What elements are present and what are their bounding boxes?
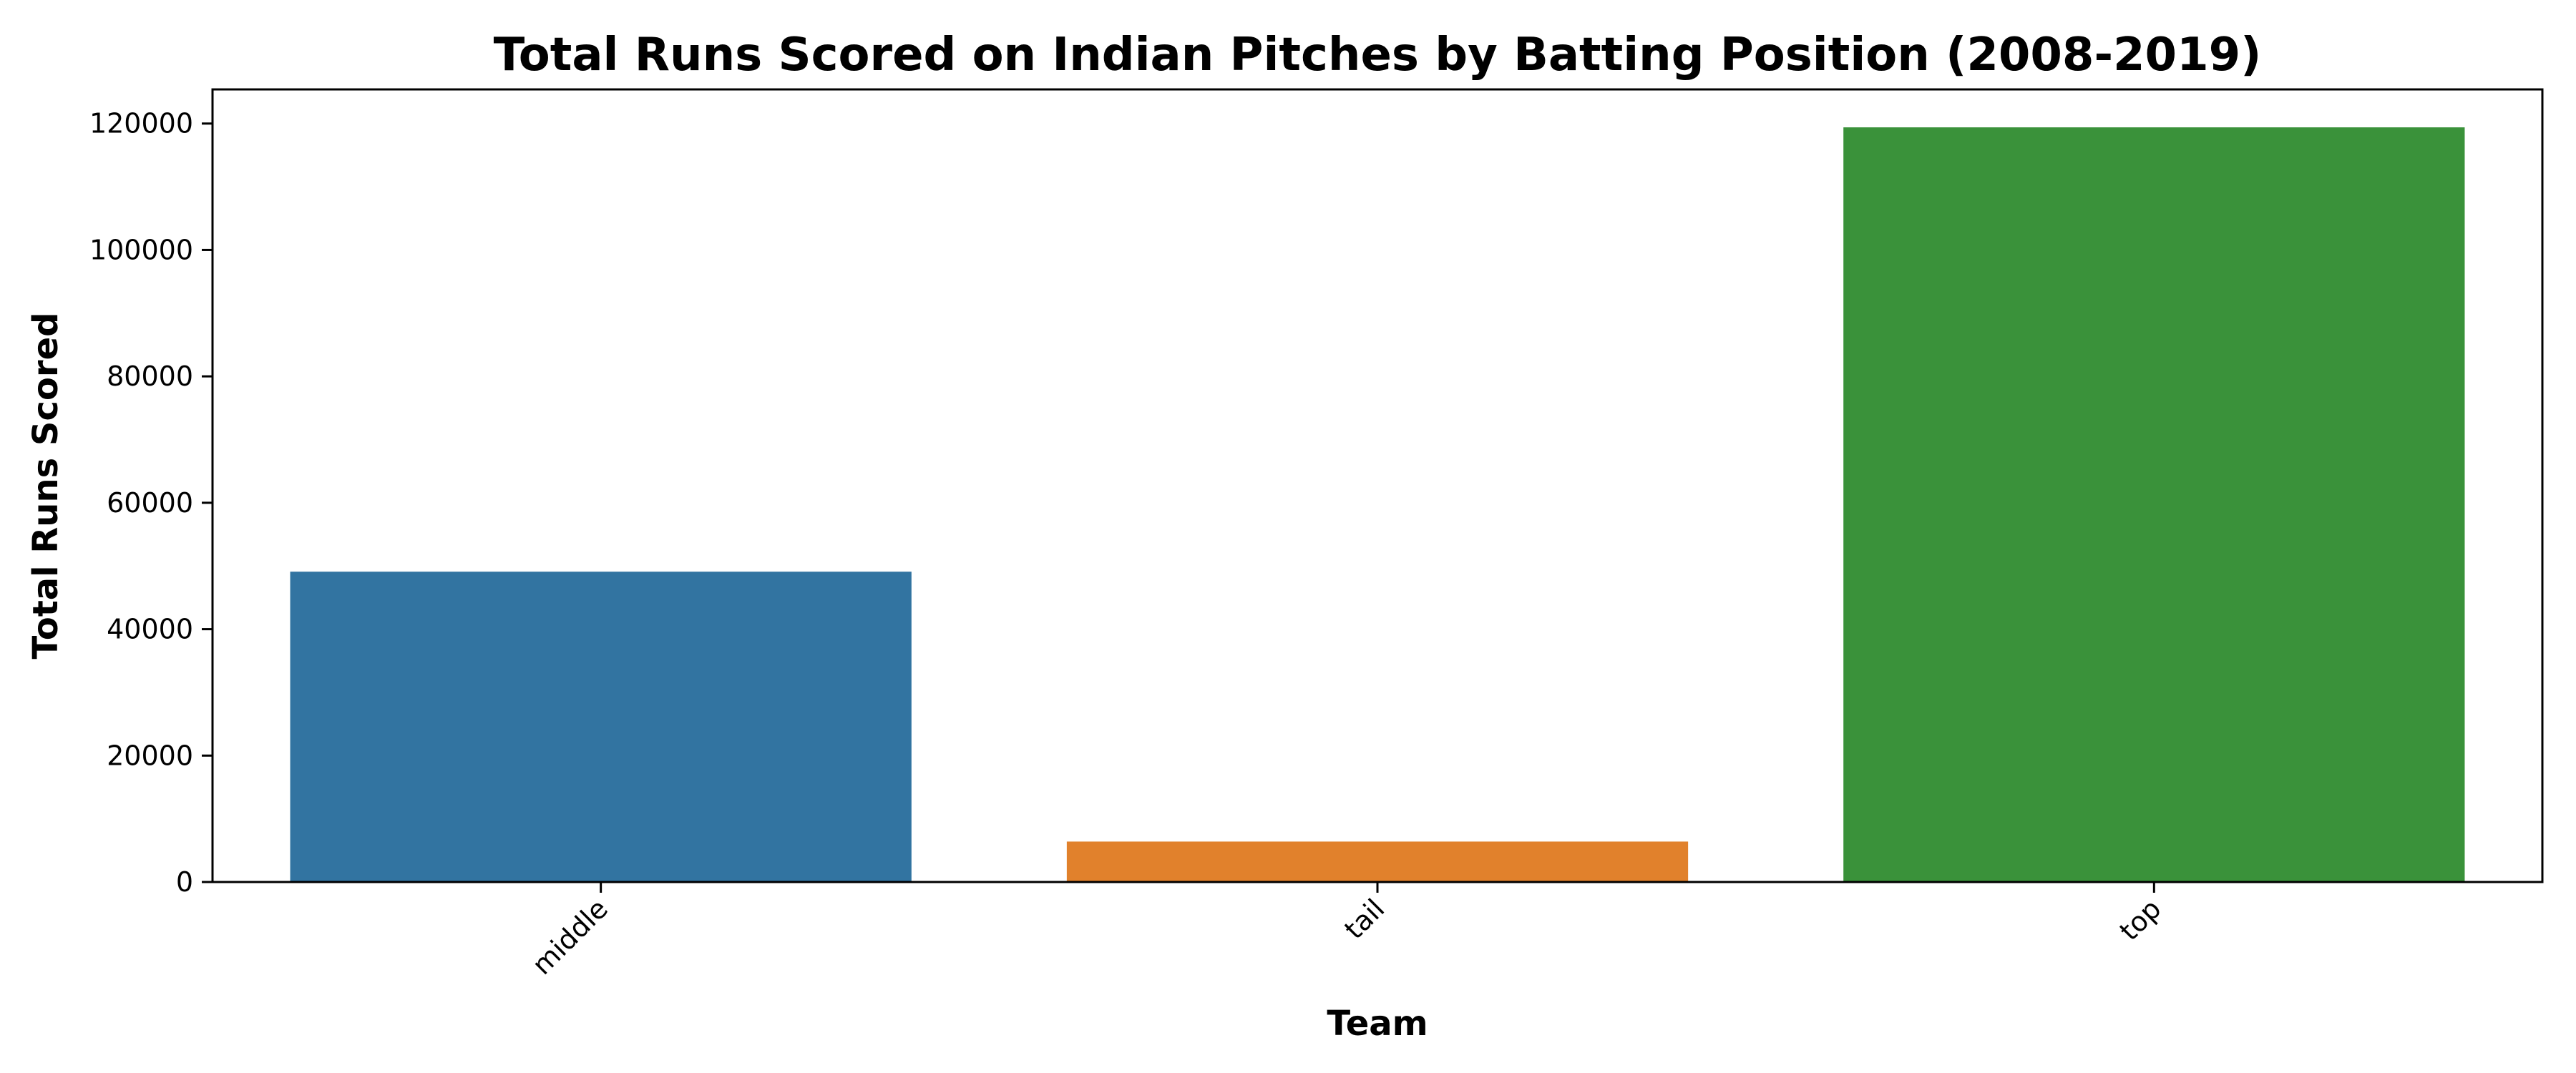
y-axis-label: Total Runs Scored xyxy=(26,312,66,659)
y-tick-label: 80000 xyxy=(107,361,193,392)
y-tick-label: 40000 xyxy=(107,614,193,645)
x-tick-label: top xyxy=(2114,893,2167,946)
bar-middle xyxy=(290,572,912,882)
y-tick-label: 100000 xyxy=(89,234,193,265)
y-tick-label: 20000 xyxy=(107,740,193,771)
plot-frame xyxy=(211,88,2544,883)
y-tick-label: 60000 xyxy=(107,487,193,519)
y-tick-label: 120000 xyxy=(89,108,193,139)
bar-tail xyxy=(1066,841,1689,882)
y-axis-ticks: 0 20000 40000 60000 80000 100000 120000 xyxy=(89,108,213,898)
bars-group xyxy=(290,127,2465,882)
bar-top xyxy=(1843,127,2465,882)
x-tick-label: tail xyxy=(1338,893,1390,945)
x-tick-label: middle xyxy=(526,893,614,981)
chart-title: Total Runs Scored on Indian Pitches by B… xyxy=(494,29,2262,82)
x-axis-ticks: middle tail top xyxy=(526,882,2167,981)
x-axis-label: Team xyxy=(1327,1004,1428,1044)
y-tick-label: 0 xyxy=(176,866,193,898)
